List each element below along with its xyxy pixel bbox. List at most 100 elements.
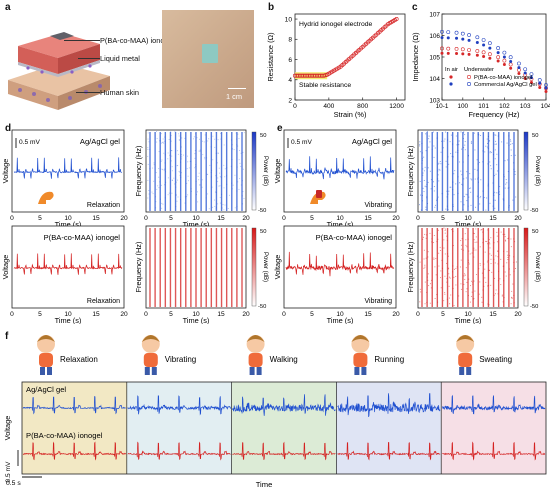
spectral-noise: [458, 140, 460, 142]
spectral-noise: [147, 148, 149, 150]
spectral-noise: [473, 280, 475, 282]
spectral-noise: [473, 298, 475, 300]
spectral-noise: [179, 174, 181, 176]
spectral-noise: [419, 145, 421, 147]
spectral-noise: [162, 138, 164, 140]
time-tick-label: 5: [169, 311, 173, 318]
spectral-noise: [464, 149, 466, 151]
spectral-noise: [437, 196, 439, 198]
spectral-noise: [423, 236, 425, 238]
spectral-noise: [450, 186, 452, 188]
spectral-noise: [436, 199, 438, 201]
spectral-noise: [178, 133, 180, 135]
spectral-noise: [240, 165, 242, 167]
spectral-noise: [453, 276, 455, 278]
spectral-noise: [494, 207, 496, 209]
data-point-underwater: [454, 30, 459, 35]
ecg-frame: [283, 129, 397, 213]
electrode-label: Ag/AgCl gel: [352, 137, 392, 146]
spectral-noise: [187, 175, 189, 177]
spectral-noise: [472, 298, 474, 300]
spectral-noise: [163, 142, 165, 144]
spectral-noise: [467, 155, 469, 157]
spectral-noise: [236, 190, 238, 192]
electrode-label: P(BA-co-MAA) ionogel: [316, 233, 393, 242]
spectral-noise: [463, 131, 465, 133]
spectral-noise: [477, 177, 479, 179]
time-tick-label: 15: [92, 311, 100, 318]
spectral-noise: [439, 160, 441, 162]
spectral-noise: [452, 265, 454, 267]
spectral-noise: [497, 256, 499, 258]
legend-marker: [466, 75, 471, 80]
spectral-noise: [513, 261, 515, 263]
spectral-noise: [484, 151, 486, 153]
spectral-noise: [487, 147, 489, 149]
spectral-noise: [424, 266, 426, 268]
time-tick-label: 15: [489, 215, 497, 222]
y-tick-label: 106: [429, 33, 440, 40]
spectral-noise: [186, 182, 188, 184]
legend-header: Underwater: [464, 67, 494, 73]
spectral-noise: [494, 293, 496, 295]
spectral-noise: [508, 205, 510, 207]
spectral-noise: [488, 269, 490, 271]
spectral-noise: [487, 243, 489, 245]
scale-bar-label: 0.5 mV: [19, 139, 40, 146]
spectral-noise: [510, 303, 512, 305]
spectral-noise: [493, 294, 495, 296]
time-axis-label: Time (s): [183, 316, 210, 324]
skin-photo: 1 cm: [162, 10, 254, 108]
spectral-noise: [429, 232, 431, 234]
spectral-noise: [513, 294, 515, 296]
spectral-noise: [176, 165, 178, 167]
power-label: Power (dB): [534, 156, 540, 186]
spectral-noise: [466, 281, 468, 283]
voltage-axis-label: Voltage: [273, 159, 282, 184]
spectral-noise: [176, 150, 178, 152]
data-point-in-air: [509, 66, 513, 70]
spectral-noise: [221, 207, 223, 209]
spectral-noise: [494, 149, 496, 151]
spectral-noise: [215, 175, 217, 177]
spectral-noise: [427, 181, 429, 183]
spectral-noise: [423, 156, 425, 158]
spectral-noise: [240, 184, 242, 186]
spectral-noise: [441, 259, 443, 261]
spectral-noise: [515, 261, 517, 263]
spectral-noise: [458, 295, 460, 297]
spectral-noise: [433, 156, 435, 158]
spectral-noise: [514, 173, 516, 175]
spectral-noise: [419, 261, 421, 263]
spectral-noise: [167, 152, 169, 154]
spectral-noise: [477, 133, 479, 135]
time-tick-label: 5: [441, 311, 445, 318]
spectral-noise: [513, 238, 515, 240]
spectral-noise: [438, 168, 440, 170]
data-point-underwater: [440, 46, 444, 51]
spectral-noise: [421, 159, 423, 161]
spectral-noise: [163, 169, 165, 171]
spectral-noise: [465, 244, 467, 246]
spectral-noise: [214, 205, 216, 207]
spectral-noise: [503, 176, 505, 178]
spectral-noise: [178, 139, 180, 141]
spectral-noise: [503, 280, 505, 282]
electrode-label: Ag/AgCl gel: [26, 385, 66, 394]
time-tick-label: 15: [217, 311, 225, 318]
spectral-noise: [457, 176, 459, 178]
spectral-noise: [495, 140, 497, 142]
child-cartoon-icon: [246, 335, 265, 375]
spectral-noise: [453, 194, 455, 196]
time-tick-label: 0: [10, 311, 14, 318]
spectral-noise: [230, 139, 232, 141]
spectral-noise: [419, 288, 421, 290]
spectral-noise: [510, 149, 512, 151]
spectral-noise: [436, 241, 438, 243]
spectral-noise: [147, 147, 149, 149]
spectral-noise: [481, 272, 483, 274]
spectral-noise: [445, 208, 447, 210]
spectral-noise: [216, 162, 218, 164]
spectral-noise: [152, 193, 154, 195]
spectral-noise: [505, 183, 507, 185]
